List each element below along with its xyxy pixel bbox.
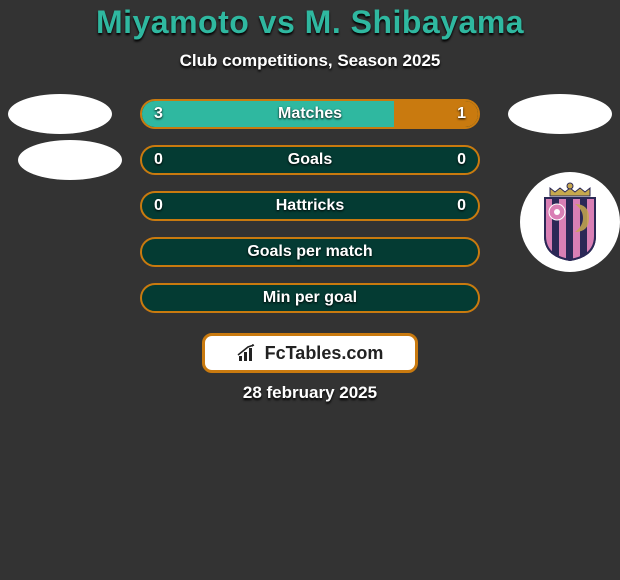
crest-icon xyxy=(535,182,605,262)
date-text: 28 february 2025 xyxy=(0,383,620,403)
stat-value-right: 1 xyxy=(457,101,466,127)
club-crest xyxy=(520,172,620,272)
subtitle: Club competitions, Season 2025 xyxy=(0,51,620,71)
stat-row: Goals0 0 xyxy=(0,141,620,187)
chart-icon xyxy=(237,344,259,362)
stat-label: Hattricks xyxy=(142,193,478,219)
stat-row: Matches3 1 xyxy=(0,95,620,141)
title-vs: vs xyxy=(259,4,296,40)
infographic-root: Miyamoto vs M. Shibayama Club competitio… xyxy=(0,0,620,580)
stat-value-left: 3 xyxy=(154,101,163,127)
stat-label: Matches xyxy=(142,101,478,127)
stat-value-left: 0 xyxy=(154,147,163,173)
stat-label: Min per goal xyxy=(142,285,478,311)
stat-value-right: 0 xyxy=(457,193,466,219)
stat-value-left: 0 xyxy=(154,193,163,219)
stat-value-right: 0 xyxy=(457,147,466,173)
player1-avatar xyxy=(8,94,112,134)
player2-avatar xyxy=(508,94,612,134)
stat-label: Goals xyxy=(142,147,478,173)
stat-bar: Goals0 0 xyxy=(140,145,480,175)
player1-club-placeholder xyxy=(18,140,122,180)
stat-bar: Min per goal xyxy=(140,283,480,313)
stat-bar: Hattricks0 0 xyxy=(140,191,480,221)
title-player2: M. Shibayama xyxy=(305,4,524,40)
title-player1: Miyamoto xyxy=(96,4,249,40)
title: Miyamoto vs M. Shibayama xyxy=(0,4,620,41)
brand-text: FcTables.com xyxy=(265,343,384,364)
stat-row: Min per goal xyxy=(0,279,620,325)
stat-bar: Goals per match xyxy=(140,237,480,267)
stat-bar: Matches3 1 xyxy=(140,99,480,129)
stat-label: Goals per match xyxy=(142,239,478,265)
brand-box: FcTables.com xyxy=(202,333,418,373)
